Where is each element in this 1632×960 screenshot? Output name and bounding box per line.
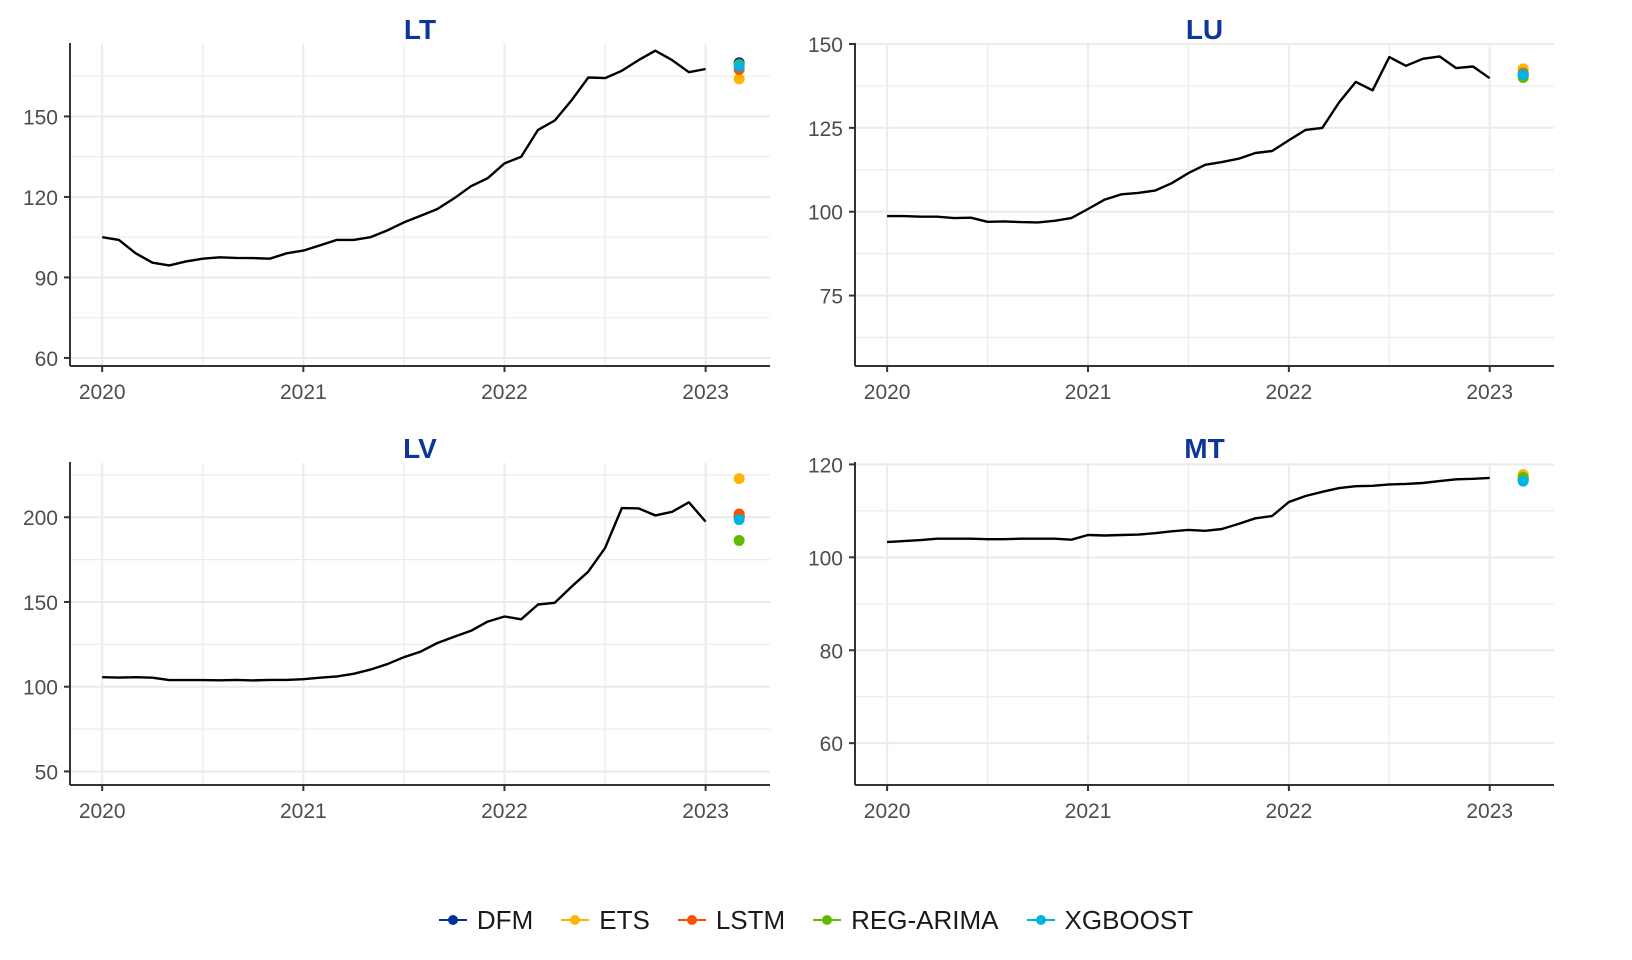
legend-key-dot bbox=[570, 915, 581, 925]
y-tick-label: 50 bbox=[35, 761, 58, 784]
x-tick-label: 2022 bbox=[481, 381, 528, 404]
panel-title: MT bbox=[1184, 433, 1224, 464]
forecast-point-xgboost bbox=[1517, 475, 1529, 487]
y-tick-label: 150 bbox=[23, 592, 58, 615]
legend-item-xgboost[interactable]: XGBOOST bbox=[1026, 904, 1194, 936]
y-tick-label: 60 bbox=[35, 348, 58, 371]
forecast-point-xgboost bbox=[733, 60, 745, 72]
legend-key-ets-icon bbox=[561, 914, 590, 926]
y-tick-label: 90 bbox=[35, 267, 58, 290]
legend: DFM ETS LSTM REG-ARIMA XGBOOST bbox=[0, 900, 1632, 940]
legend-key-dot bbox=[822, 915, 833, 925]
panel-lt: 60 90 120 150 2020 2021 2022 2023 LT bbox=[23, 14, 770, 404]
series-line bbox=[887, 476, 1490, 544]
x-tick-label: 2023 bbox=[1466, 800, 1513, 823]
legend-label-xgboost: XGBOOST bbox=[1064, 904, 1194, 935]
panel-lu: 75 100 125 150 2020 2021 2022 2023 LU bbox=[808, 14, 1554, 404]
legend-key-lstm-icon bbox=[677, 914, 706, 926]
x-tick-label: 2023 bbox=[1466, 381, 1513, 404]
x-tick-label: 2020 bbox=[864, 800, 911, 823]
legend-item-reg-arima[interactable]: REG-ARIMA bbox=[813, 904, 999, 936]
forecast-point-xgboost bbox=[1517, 69, 1529, 81]
y-tick-label: 100 bbox=[808, 547, 843, 570]
forecast-point-ets bbox=[733, 473, 745, 485]
y-tick-label: 100 bbox=[23, 677, 58, 700]
x-tick-label: 2020 bbox=[79, 800, 126, 823]
x-tick-label: 2023 bbox=[682, 381, 729, 404]
panel-title: LU bbox=[1186, 14, 1223, 45]
legend-key-reg-arima-icon bbox=[813, 914, 842, 926]
x-tick-label: 2020 bbox=[79, 381, 126, 404]
x-tick-label: 2023 bbox=[682, 800, 729, 823]
x-tick-label: 2022 bbox=[481, 800, 528, 823]
legend-item-dfm[interactable]: DFM bbox=[438, 904, 534, 936]
legend-label-lstm: LSTM bbox=[715, 904, 786, 935]
panel-title: LV bbox=[403, 433, 437, 464]
y-tick-label: 120 bbox=[23, 187, 58, 210]
legend-key-dfm-icon bbox=[438, 914, 467, 926]
x-tick-label: 2022 bbox=[1266, 800, 1313, 823]
y-tick-label: 125 bbox=[808, 118, 843, 141]
x-tick-label: 2021 bbox=[1065, 381, 1112, 404]
legend-label-reg-arima: REG-ARIMA bbox=[851, 904, 999, 935]
y-tick-label: 150 bbox=[808, 34, 843, 57]
x-tick-label: 2022 bbox=[1266, 381, 1313, 404]
forecast-point-xgboost bbox=[733, 514, 745, 526]
series-line bbox=[102, 49, 706, 267]
series-line bbox=[102, 501, 707, 682]
panel-mt: 60 80 100 120 2020 2021 2022 2023 MT bbox=[808, 433, 1554, 823]
forecast-point-reg-arima bbox=[733, 534, 745, 546]
legend-item-ets[interactable]: ETS bbox=[561, 905, 650, 936]
x-tick-label: 2021 bbox=[280, 381, 327, 404]
legend-key-dot bbox=[1035, 915, 1046, 925]
x-tick-label: 2020 bbox=[864, 381, 911, 404]
legend-label-ets: ETS bbox=[599, 904, 650, 935]
x-tick-label: 2021 bbox=[1065, 800, 1112, 823]
legend-key-dot bbox=[447, 915, 458, 925]
legend-key-xgboost-icon bbox=[1026, 914, 1055, 926]
y-tick-label: 150 bbox=[23, 106, 58, 129]
y-tick-label: 80 bbox=[820, 640, 843, 663]
y-tick-label: 75 bbox=[820, 286, 843, 309]
y-tick-label: 60 bbox=[820, 733, 843, 756]
legend-key-dot bbox=[686, 915, 697, 925]
series-line bbox=[887, 55, 1491, 224]
y-tick-label: 100 bbox=[808, 202, 843, 225]
legend-item-lstm[interactable]: LSTM bbox=[677, 904, 786, 936]
y-tick-label: 120 bbox=[808, 454, 843, 477]
legend-label-dfm: DFM bbox=[476, 904, 534, 935]
y-tick-label: 200 bbox=[23, 507, 58, 530]
x-tick-label: 2021 bbox=[280, 800, 327, 823]
forecast-point-ets bbox=[733, 73, 745, 85]
panel-lv: 50 100 150 200 2020 2021 2022 2023 LV bbox=[23, 433, 770, 823]
panel-title: LT bbox=[404, 14, 436, 45]
